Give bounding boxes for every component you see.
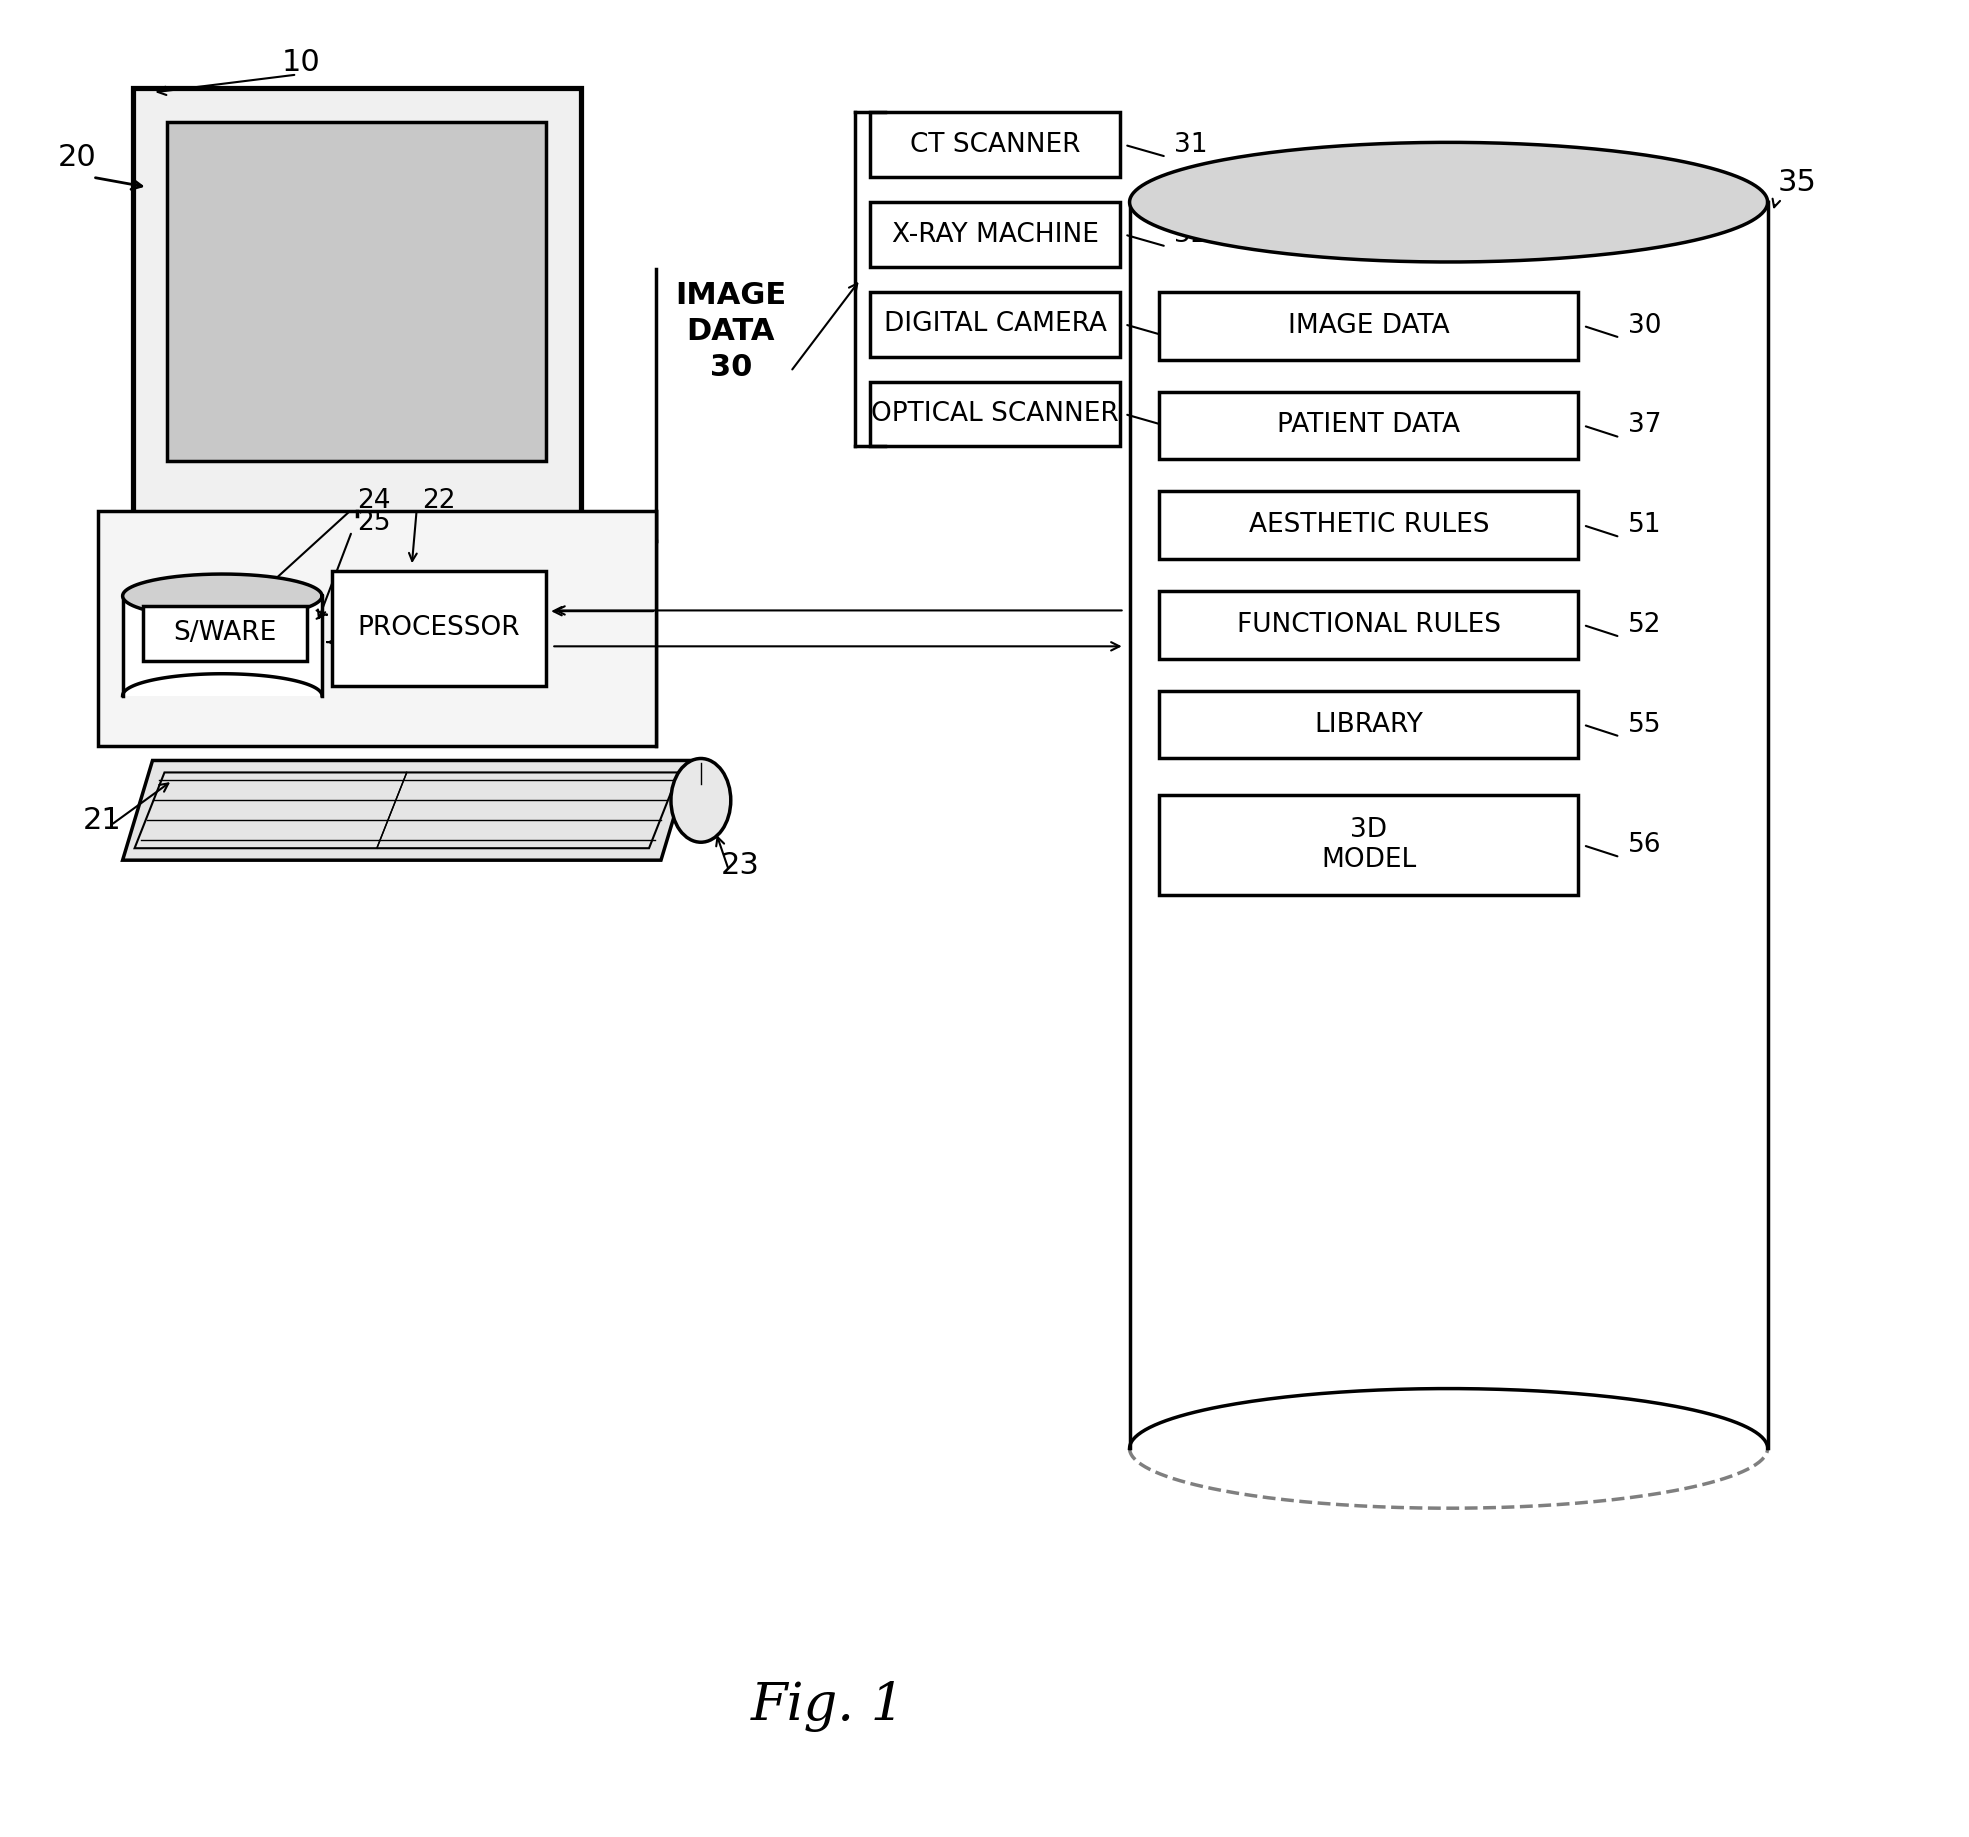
Text: OPTICAL SCANNER: OPTICAL SCANNER [870,400,1118,426]
Text: 33: 33 [1174,310,1207,338]
Text: FUNCTIONAL RULES: FUNCTIONAL RULES [1237,612,1500,637]
Text: CT SCANNER: CT SCANNER [910,132,1081,158]
Polygon shape [122,573,323,617]
Text: 24: 24 [356,489,390,514]
Polygon shape [1130,141,1768,263]
Text: PATIENT DATA: PATIENT DATA [1278,413,1461,439]
Text: 52: 52 [1628,612,1662,637]
Bar [98,511,656,746]
Text: 20: 20 [57,143,96,173]
Ellipse shape [671,759,730,841]
Bar [1160,592,1579,659]
Text: 22: 22 [421,489,455,514]
Bar [142,606,307,661]
Bar [132,88,581,516]
Polygon shape [1130,202,1768,1448]
Bar [333,571,545,685]
Text: 56: 56 [1628,832,1662,858]
Bar [870,382,1120,446]
Bar [1160,795,1579,895]
Bar [1160,691,1579,759]
Text: 55: 55 [1628,711,1662,738]
Text: Fig. 1: Fig. 1 [750,1681,904,1732]
Text: X-RAY MACHINE: X-RAY MACHINE [892,222,1099,248]
Text: 3D
MODEL: 3D MODEL [1321,817,1416,873]
Bar [870,202,1120,266]
Polygon shape [122,761,691,860]
Text: LIBRARY: LIBRARY [1315,711,1424,738]
Text: 37: 37 [1628,413,1662,439]
Text: PROCESSOR: PROCESSOR [358,615,520,641]
Text: 51: 51 [1628,513,1662,538]
Text: 34: 34 [1174,400,1207,426]
Bar [1160,292,1579,360]
Text: 23: 23 [721,851,760,880]
Text: 30: 30 [1628,312,1662,338]
Bar [870,112,1120,176]
Text: 21: 21 [83,806,122,834]
Bar [1160,391,1579,459]
Text: IMAGE
DATA
30: IMAGE DATA 30 [675,281,786,382]
Text: 25: 25 [356,511,390,536]
Bar [167,123,545,461]
Text: S/WARE: S/WARE [173,621,276,647]
Text: 35: 35 [1778,167,1817,197]
Text: DIGITAL CAMERA: DIGITAL CAMERA [884,310,1107,338]
Polygon shape [122,595,323,696]
Text: 10: 10 [282,48,321,77]
Text: AESTHETIC RULES: AESTHETIC RULES [1248,513,1489,538]
Bar [1160,490,1579,558]
Text: 32: 32 [1174,222,1207,248]
Text: 31: 31 [1174,132,1207,158]
Bar [870,292,1120,356]
Text: IMAGE DATA: IMAGE DATA [1288,312,1449,338]
